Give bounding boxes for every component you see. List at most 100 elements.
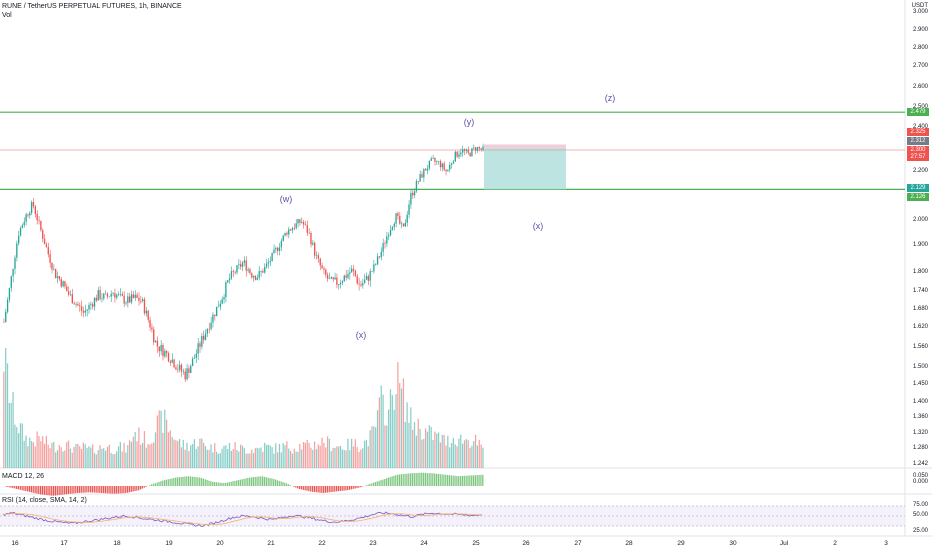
candle-body xyxy=(221,299,223,304)
volume-bar xyxy=(482,447,484,468)
candle-body xyxy=(143,299,146,314)
volume-bar xyxy=(73,446,75,468)
volume-bar xyxy=(104,450,107,468)
candle-body xyxy=(80,306,83,311)
volume-bar xyxy=(112,454,114,468)
volume-bar xyxy=(336,446,338,468)
macd-bar xyxy=(273,478,275,486)
volume-bar xyxy=(51,442,53,468)
macd-bar xyxy=(206,479,208,486)
volume-bar xyxy=(264,442,266,468)
macd-bar xyxy=(319,486,321,493)
macd-bar xyxy=(421,472,423,486)
candle-body xyxy=(452,161,455,164)
macd-bar xyxy=(162,480,164,486)
candle-body xyxy=(447,169,449,172)
macd-bar xyxy=(60,486,62,495)
candle-body xyxy=(421,174,423,178)
candle-body xyxy=(190,366,192,373)
rsi-tick: 50.00 xyxy=(912,512,928,518)
volume-bar xyxy=(432,439,434,468)
volume-bar xyxy=(441,434,443,468)
volume-bar xyxy=(465,439,467,468)
candle-body xyxy=(75,304,77,305)
candle-body xyxy=(330,277,332,279)
price-tick: 1.680 xyxy=(912,306,928,312)
candle-body xyxy=(449,164,451,170)
volume-bar xyxy=(365,440,368,468)
wave-label: (x) xyxy=(532,221,544,231)
volume-bar xyxy=(302,441,305,468)
volume-bar xyxy=(341,449,343,468)
volume-bar xyxy=(289,451,292,468)
volume-bar xyxy=(147,444,149,468)
price-tag: 2.129 xyxy=(907,184,929,192)
volume-bar xyxy=(116,451,118,468)
candle-body xyxy=(60,279,62,287)
candle-body xyxy=(97,290,99,301)
volume-bar xyxy=(391,395,393,468)
candle-body xyxy=(184,371,186,380)
volume-bar xyxy=(388,409,390,468)
volume-bar xyxy=(299,443,301,468)
volume-bar xyxy=(402,378,405,468)
volume-bar xyxy=(356,447,358,468)
candle-body xyxy=(256,277,258,280)
volume-bar xyxy=(306,440,308,468)
volume-bar xyxy=(90,447,92,468)
candle-body xyxy=(382,243,384,252)
volume-bar xyxy=(321,437,323,468)
candle-body xyxy=(399,216,401,224)
macd-bar xyxy=(89,486,92,493)
candle-body xyxy=(164,350,166,357)
macd-bar xyxy=(456,476,458,486)
candle-body xyxy=(404,222,406,227)
candle-body xyxy=(356,276,358,284)
volume-bar xyxy=(323,443,325,468)
volume-bar xyxy=(476,445,479,468)
volume-bar xyxy=(354,439,356,468)
macd-bar xyxy=(210,481,212,486)
candle-body xyxy=(23,221,25,226)
candle-body xyxy=(436,161,438,162)
volume-bar xyxy=(295,451,297,468)
macd-bar xyxy=(191,476,193,486)
volume-bar xyxy=(312,449,314,468)
volume-bar xyxy=(110,452,112,468)
macd-bar xyxy=(406,473,408,486)
macd-bar xyxy=(284,482,286,486)
candle-body xyxy=(240,264,242,267)
candle-body xyxy=(117,294,120,295)
macd-bar xyxy=(389,477,391,486)
candle-body xyxy=(284,232,286,236)
volume-bar xyxy=(297,451,299,468)
candle-body xyxy=(317,255,320,259)
candle-body xyxy=(69,294,72,295)
volume-bar xyxy=(195,449,197,468)
volume-bar xyxy=(269,445,271,468)
macd-bar xyxy=(365,485,367,486)
macd-bar xyxy=(249,477,251,486)
candle-body xyxy=(480,148,482,150)
candle-body xyxy=(343,275,345,282)
volume-bar xyxy=(99,445,101,468)
volume-bar xyxy=(256,447,258,468)
volume-bar xyxy=(293,448,295,468)
volume-bar xyxy=(95,454,97,468)
candle-body xyxy=(358,283,360,285)
volume-bar xyxy=(191,444,194,468)
volume-bar xyxy=(136,441,138,468)
volume-bar xyxy=(225,445,227,468)
macd-bar xyxy=(258,476,260,486)
candle-body xyxy=(478,147,480,149)
candle-body xyxy=(30,202,33,214)
volume-bar xyxy=(375,427,377,468)
candle-body xyxy=(413,191,416,196)
volume-bar xyxy=(166,419,168,468)
candle-body xyxy=(474,147,477,151)
macd-bar xyxy=(339,486,341,492)
macd-bar xyxy=(369,483,371,486)
candle-body xyxy=(275,247,277,250)
